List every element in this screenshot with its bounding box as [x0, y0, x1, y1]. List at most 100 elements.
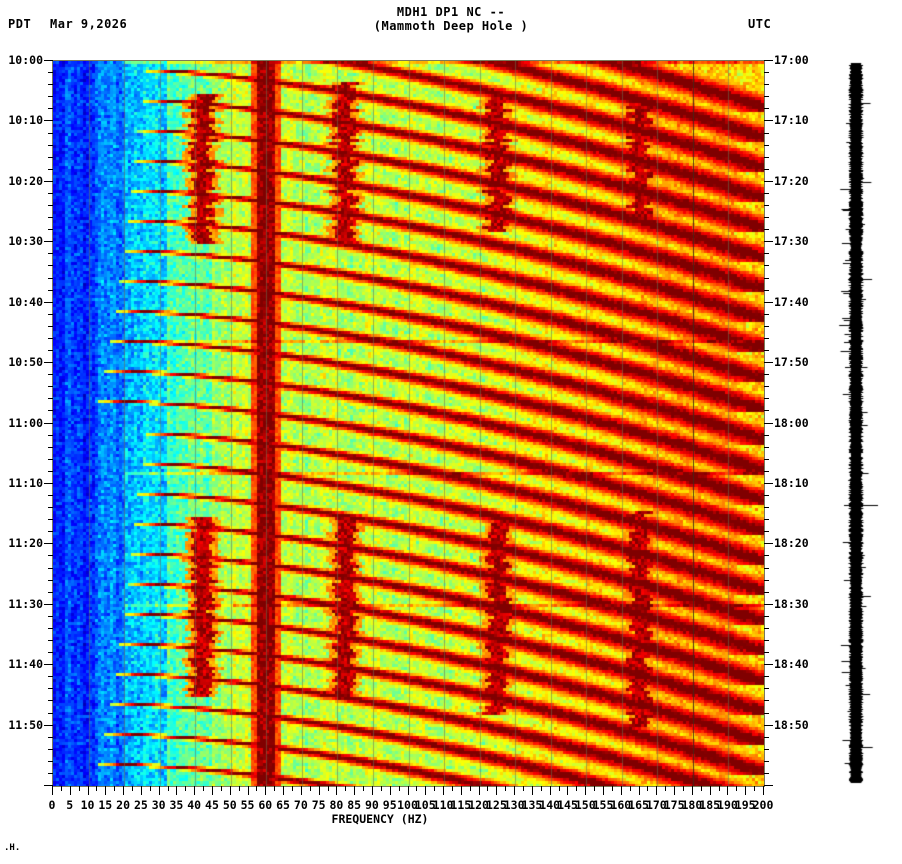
freq-label-120: 120: [468, 798, 489, 812]
seismogram-trace-canvas: [830, 55, 896, 795]
freq-tick-major: [710, 786, 711, 795]
freq-label-95: 95: [382, 798, 397, 812]
freq-tick-minor: [576, 786, 577, 791]
time-axis-right-labels: 17:00 17:10 17:20 17:30 17:40 17:50 18:00 18:10…: [772, 53, 832, 786]
time-tick-minor-right: [764, 253, 769, 254]
freq-tick-major: [763, 786, 764, 795]
time-tick-major-right: [764, 725, 773, 726]
freq-tick-minor: [683, 786, 684, 791]
time-label-local-1040: 10:40: [8, 295, 43, 309]
time-tick-major-left: [44, 483, 53, 484]
time-tick-minor-left: [48, 555, 53, 556]
freq-tick-minor: [96, 786, 97, 791]
freq-tick-major: [603, 786, 604, 795]
timezone-label-left: PDT: [8, 17, 32, 31]
time-label-local-1020: 10:20: [8, 174, 43, 188]
freq-label-90: 90: [365, 798, 379, 812]
freq-label-105: 105: [414, 798, 436, 812]
freq-tick-major: [496, 786, 497, 795]
freq-label-115: 115: [450, 798, 472, 812]
freq-tick-minor: [114, 786, 115, 791]
freq-tick-major: [301, 786, 302, 795]
time-tick-minor-left: [48, 350, 53, 351]
freq-tick-major: [461, 786, 462, 795]
time-tick-minor-right: [764, 773, 769, 774]
time-axis-right-ticks: [764, 60, 773, 786]
freq-tick-minor: [185, 786, 186, 791]
time-tick-major-left: [44, 423, 53, 424]
time-tick-major-right: [764, 60, 773, 61]
freq-label-165: 165: [628, 798, 649, 812]
time-label-utc-1810: 18:10: [774, 476, 809, 490]
freq-tick-minor: [416, 786, 417, 791]
freq-tick-major: [319, 786, 320, 795]
time-label-utc-1840: 18:40: [774, 657, 809, 671]
freq-label-160: 160: [610, 798, 632, 812]
freq-tick-major: [194, 786, 195, 795]
time-label-utc-1750: 17:50: [774, 355, 809, 369]
spectrogram-plot[interactable]: [52, 60, 765, 787]
freq-tick-major: [336, 786, 337, 795]
time-tick-major-right: [764, 362, 773, 363]
frequency-axis-ticks: [52, 786, 765, 798]
time-tick-minor-right: [764, 205, 769, 206]
freq-tick-major: [123, 786, 124, 795]
time-tick-minor-right: [764, 96, 769, 97]
freq-label-110: 110: [432, 798, 454, 812]
time-tick-minor-left: [48, 531, 53, 532]
freq-tick-minor: [328, 786, 329, 791]
time-axis-left-ticks: [44, 60, 53, 786]
time-tick-minor-left: [48, 700, 53, 701]
freq-tick-minor: [701, 786, 702, 791]
time-label-local-1010: 10:10: [8, 113, 43, 127]
time-tick-major-right: [764, 241, 773, 242]
freq-tick-minor: [541, 786, 542, 791]
time-tick-minor-left: [48, 145, 53, 146]
time-label-utc-1740: 17:40: [774, 295, 809, 309]
time-tick-minor-left: [48, 410, 53, 411]
freq-label-190: 190: [717, 798, 738, 812]
freq-tick-minor: [754, 786, 755, 791]
time-tick-minor-left: [48, 205, 53, 206]
time-tick-major-right: [764, 483, 773, 484]
time-tick-minor-left: [48, 640, 53, 641]
time-tick-minor-right: [764, 495, 769, 496]
time-tick-minor-right: [764, 737, 769, 738]
time-tick-minor-left: [48, 217, 53, 218]
time-tick-minor-left: [48, 193, 53, 194]
freq-tick-minor: [612, 786, 613, 791]
time-tick-major-right: [764, 543, 773, 544]
time-tick-minor-right: [764, 169, 769, 170]
freq-label-85: 85: [347, 798, 362, 812]
freq-label-125: 125: [485, 798, 507, 812]
time-tick-minor-left: [48, 447, 53, 448]
freq-label-100: 100: [397, 798, 418, 812]
time-tick-minor-right: [764, 410, 769, 411]
time-label-local-1110: 11:10: [8, 476, 43, 490]
freq-label-130: 130: [503, 798, 525, 812]
time-tick-minor-right: [764, 761, 769, 762]
time-tick-minor-right: [764, 688, 769, 689]
freq-label-170: 170: [645, 798, 667, 812]
freq-label-40: 40: [187, 798, 202, 812]
freq-tick-minor: [292, 786, 293, 791]
freq-tick-minor: [221, 786, 222, 791]
time-tick-minor-right: [764, 471, 769, 472]
freq-label-15: 15: [98, 798, 113, 812]
time-tick-minor-left: [48, 713, 53, 714]
time-tick-major-right: [764, 302, 773, 303]
time-tick-minor-left: [48, 338, 53, 339]
freq-tick-minor: [470, 786, 471, 791]
time-tick-minor-left: [48, 471, 53, 472]
timezone-label-right: UTC: [748, 17, 772, 31]
freq-tick-minor: [79, 786, 80, 791]
freq-tick-major: [621, 786, 622, 795]
time-tick-major-right: [764, 423, 773, 424]
time-label-utc-1720: 17:20: [774, 174, 809, 188]
freq-label-65: 65: [276, 798, 290, 812]
freq-tick-major: [656, 786, 657, 795]
freq-tick-major: [639, 786, 640, 795]
time-tick-minor-left: [48, 495, 53, 496]
freq-tick-major: [70, 786, 71, 795]
freq-tick-minor: [345, 786, 346, 791]
